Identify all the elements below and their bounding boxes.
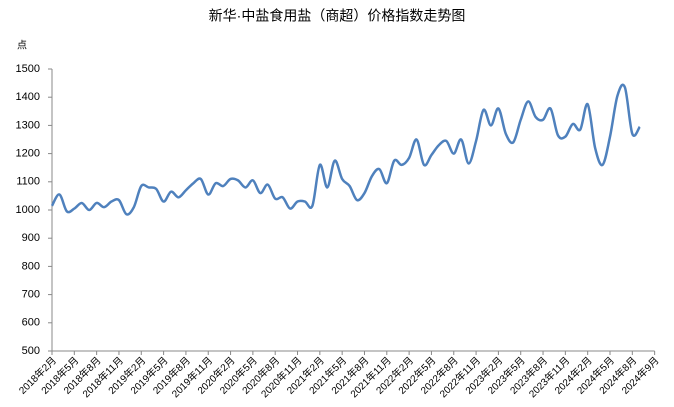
y-tick-label: 1500 — [16, 63, 40, 75]
y-tick-label: 700 — [22, 289, 40, 301]
chart-title: 新华·中盐食用盐（商超）价格指数走势图 — [209, 8, 466, 24]
y-tick-label: 900 — [22, 232, 40, 244]
y-tick-label: 1100 — [16, 176, 40, 188]
y-tick-label: 1000 — [16, 204, 40, 216]
line — [50, 83, 641, 216]
y-tick-label: 1200 — [16, 148, 40, 160]
y-tick-label: 1400 — [16, 91, 40, 103]
y-axis-label: 点 — [17, 40, 27, 52]
y-tick-label: 500 — [22, 345, 40, 357]
y-tick-label: 1300 — [16, 119, 40, 131]
y-tick-label: 800 — [22, 260, 40, 272]
y-tick-label: 600 — [22, 317, 40, 329]
